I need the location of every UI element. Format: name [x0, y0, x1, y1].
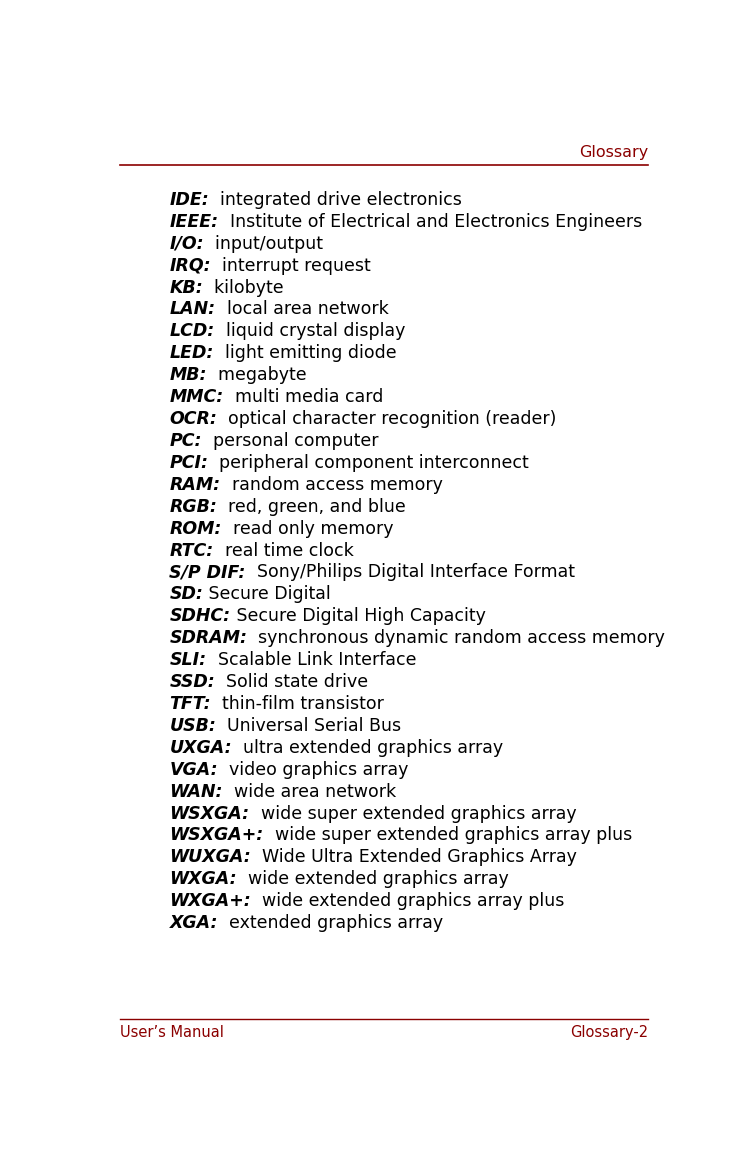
- Text: UXGA:: UXGA:: [170, 739, 232, 757]
- Text: megabyte: megabyte: [207, 366, 306, 385]
- Text: Universal Serial Bus: Universal Serial Bus: [216, 717, 401, 735]
- Text: User’s Manual: User’s Manual: [120, 1025, 224, 1040]
- Text: RGB:: RGB:: [170, 497, 217, 516]
- Text: Solid state drive: Solid state drive: [215, 673, 368, 691]
- Text: IEEE:: IEEE:: [170, 213, 218, 230]
- Text: SDHC:: SDHC:: [170, 607, 230, 626]
- Text: WSXGA:: WSXGA:: [170, 804, 249, 822]
- Text: wide area network: wide area network: [223, 782, 396, 801]
- Text: wide extended graphics array plus: wide extended graphics array plus: [251, 893, 565, 910]
- Text: integrated drive electronics: integrated drive electronics: [209, 191, 462, 209]
- Text: kilobyte: kilobyte: [203, 279, 284, 296]
- Text: I/O:: I/O:: [170, 235, 204, 253]
- Text: Secure Digital: Secure Digital: [204, 586, 331, 603]
- Text: IDE:: IDE:: [170, 191, 209, 209]
- Text: IRQ:: IRQ:: [170, 256, 211, 275]
- Text: WXGA+:: WXGA+:: [170, 893, 251, 910]
- Text: wide super extended graphics array: wide super extended graphics array: [249, 804, 576, 822]
- Text: Institute of Electrical and Electronics Engineers: Institute of Electrical and Electronics …: [218, 213, 642, 230]
- Text: VGA:: VGA:: [170, 761, 218, 779]
- Text: local area network: local area network: [215, 301, 388, 319]
- Text: TFT:: TFT:: [170, 695, 211, 713]
- Text: ROM:: ROM:: [170, 520, 222, 537]
- Text: random access memory: random access memory: [221, 476, 443, 494]
- Text: SLI:: SLI:: [170, 652, 207, 669]
- Text: WSXGA+:: WSXGA+:: [170, 827, 263, 844]
- Text: personal computer: personal computer: [202, 432, 379, 450]
- Text: real time clock: real time clock: [214, 541, 354, 560]
- Text: SDRAM:: SDRAM:: [170, 629, 247, 647]
- Text: liquid crystal display: liquid crystal display: [215, 322, 405, 340]
- Text: WAN:: WAN:: [170, 782, 223, 801]
- Text: SD:: SD:: [170, 586, 204, 603]
- Text: USB:: USB:: [170, 717, 216, 735]
- Text: wide extended graphics array: wide extended graphics array: [237, 870, 508, 888]
- Text: interrupt request: interrupt request: [211, 256, 370, 275]
- Text: SSD:: SSD:: [170, 673, 215, 691]
- Text: Wide Ultra Extended Graphics Array: Wide Ultra Extended Graphics Array: [251, 848, 577, 867]
- Text: multi media card: multi media card: [224, 388, 383, 406]
- Text: video graphics array: video graphics array: [218, 761, 408, 779]
- Text: RAM:: RAM:: [170, 476, 221, 494]
- Text: input/output: input/output: [204, 235, 323, 253]
- Text: KB:: KB:: [170, 279, 203, 296]
- Text: optical character recognition (reader): optical character recognition (reader): [217, 410, 556, 428]
- Text: wide super extended graphics array plus: wide super extended graphics array plus: [263, 827, 632, 844]
- Text: Glossary: Glossary: [579, 145, 648, 160]
- Text: Secure Digital High Capacity: Secure Digital High Capacity: [230, 607, 486, 626]
- Text: extended graphics array: extended graphics array: [218, 914, 443, 933]
- Text: Sony/Philips Digital Interface Format: Sony/Philips Digital Interface Format: [246, 563, 575, 581]
- Text: LCD:: LCD:: [170, 322, 215, 340]
- Text: LED:: LED:: [170, 345, 214, 362]
- Text: ultra extended graphics array: ultra extended graphics array: [232, 739, 503, 757]
- Text: S/P DIF:: S/P DIF:: [170, 563, 246, 581]
- Text: XGA:: XGA:: [170, 914, 218, 933]
- Text: WUXGA:: WUXGA:: [170, 848, 251, 867]
- Text: thin-film transistor: thin-film transistor: [211, 695, 384, 713]
- Text: Glossary-2: Glossary-2: [570, 1025, 648, 1040]
- Text: MB:: MB:: [170, 366, 207, 385]
- Text: OCR:: OCR:: [170, 410, 217, 428]
- Text: PCI:: PCI:: [170, 454, 208, 472]
- Text: WXGA:: WXGA:: [170, 870, 237, 888]
- Text: MMC:: MMC:: [170, 388, 224, 406]
- Text: Scalable Link Interface: Scalable Link Interface: [207, 652, 416, 669]
- Text: peripheral component interconnect: peripheral component interconnect: [208, 454, 529, 472]
- Text: RTC:: RTC:: [170, 541, 214, 560]
- Text: red, green, and blue: red, green, and blue: [217, 497, 406, 516]
- Text: synchronous dynamic random access memory: synchronous dynamic random access memory: [247, 629, 666, 647]
- Text: LAN:: LAN:: [170, 301, 215, 319]
- Text: light emitting diode: light emitting diode: [214, 345, 396, 362]
- Text: read only memory: read only memory: [222, 520, 393, 537]
- Text: PC:: PC:: [170, 432, 202, 450]
